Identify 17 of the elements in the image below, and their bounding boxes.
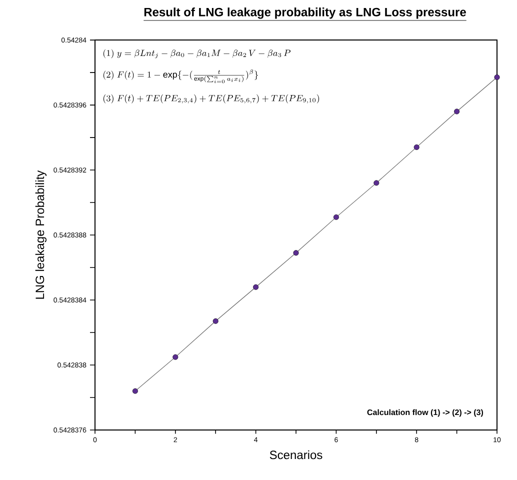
annotation: $(2)\ F(t) = 1 - \exp\{-(\frac{t}{\exp(\sum_{i=0}^{n} a_i x_i)})^{\beta}\}$ [103, 70, 258, 84]
point [494, 74, 500, 80]
point [172, 354, 178, 360]
chart-title: Result of LNG leakage probability as LNG Loss pressure [144, 8, 466, 19]
point [293, 250, 299, 256]
point [454, 108, 460, 114]
point [333, 214, 339, 220]
annotation: Calculation flow (1) -> (2) -> (3) [367, 409, 484, 417]
point [212, 318, 218, 324]
point [132, 388, 138, 394]
annotation: $(3)\ F(t) + TE(PE_{2,3,4}) + TE(PE_{5,6,7}) + TE(PE_{9,10})$ [103, 94, 320, 104]
point [253, 284, 259, 290]
point [414, 144, 420, 150]
x-axis-title: Scenarios [270, 450, 322, 460]
point [374, 180, 380, 186]
annotation: $(1)\ y = \beta Lnt_j - \beta a_0 - \beta a_1 M - \beta a_2\, V - \beta a_3\, P$ [103, 49, 290, 58]
y-axis-title: LNG leakage Probability [35, 170, 47, 299]
